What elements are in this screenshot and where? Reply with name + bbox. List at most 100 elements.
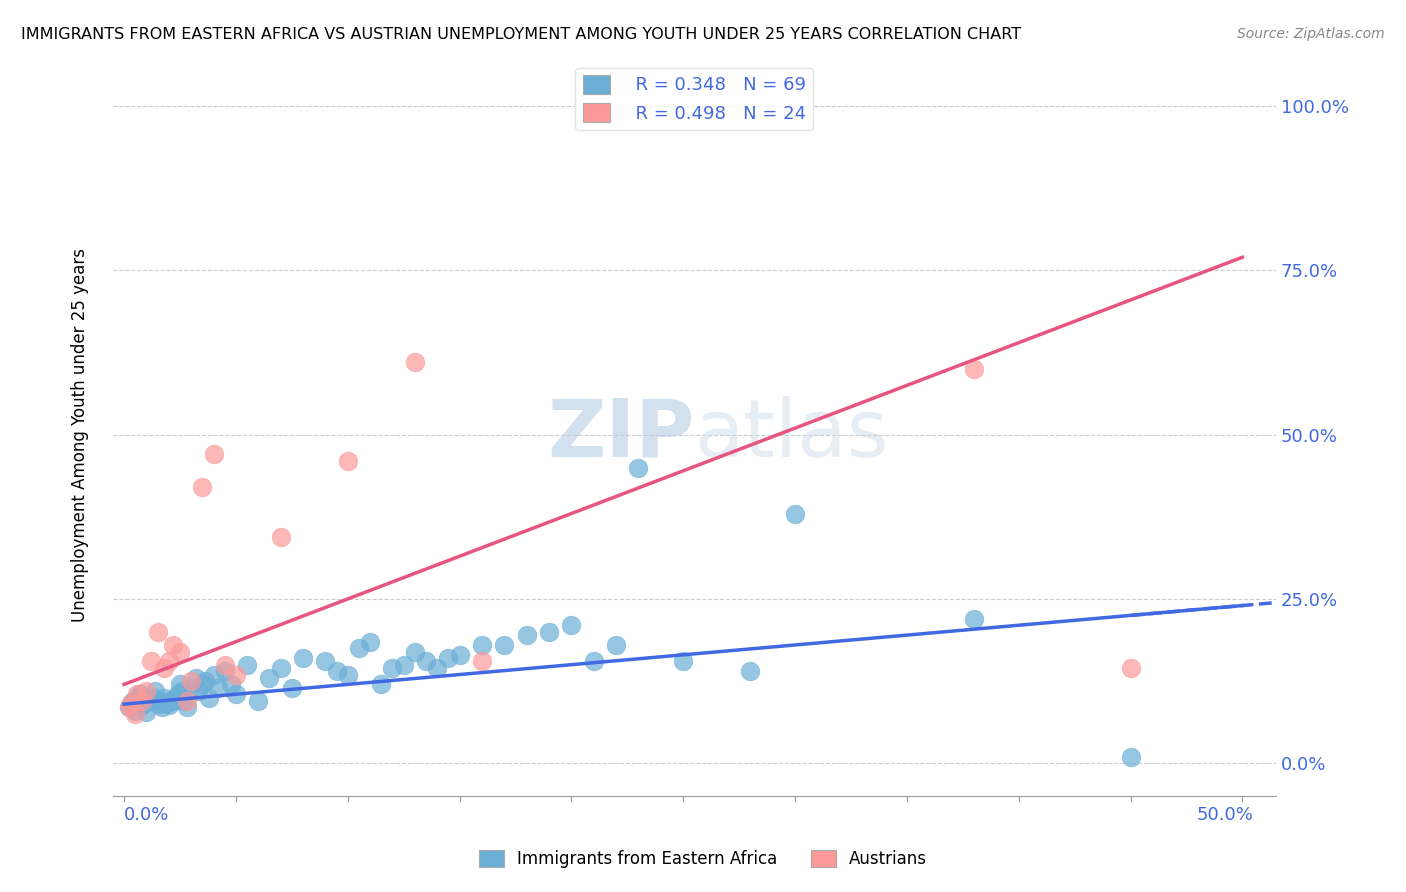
Point: [128, 687, 150, 701]
Point: [191, 677, 214, 691]
Point: [153, 661, 176, 675]
Point: [963, 612, 986, 626]
Point: [370, 677, 392, 691]
Point: [202, 447, 225, 461]
Point: [672, 654, 695, 668]
Point: [270, 661, 292, 675]
Point: [381, 661, 404, 675]
Text: 50.0%: 50.0%: [1197, 806, 1254, 824]
Point: [191, 480, 214, 494]
Point: [127, 687, 149, 701]
Point: [225, 667, 247, 681]
Point: [180, 674, 202, 689]
Point: [537, 624, 560, 639]
Point: [139, 654, 162, 668]
Point: [173, 694, 195, 708]
Point: [120, 697, 142, 711]
Point: [184, 671, 207, 685]
Point: [162, 638, 184, 652]
Point: [165, 690, 187, 705]
Point: [325, 665, 347, 679]
Point: [124, 706, 146, 721]
Point: [291, 651, 314, 665]
Point: [157, 698, 180, 713]
Point: [1119, 661, 1142, 675]
Point: [1119, 749, 1142, 764]
Point: [214, 657, 236, 672]
Point: [449, 648, 471, 662]
Point: [131, 698, 153, 713]
Point: [392, 657, 415, 672]
Point: [404, 644, 426, 658]
Point: [404, 355, 426, 369]
Point: [259, 671, 281, 685]
Point: [139, 694, 162, 708]
Point: [134, 696, 156, 710]
Point: [560, 618, 582, 632]
Point: [172, 684, 194, 698]
Text: ZIP: ZIP: [547, 396, 695, 474]
Point: [221, 677, 243, 691]
Point: [783, 507, 806, 521]
Point: [281, 681, 304, 695]
Point: [202, 667, 225, 681]
Point: [124, 704, 146, 718]
Point: [122, 694, 145, 708]
Point: [169, 677, 191, 691]
Point: [207, 681, 229, 695]
Point: [146, 624, 169, 639]
Point: [214, 665, 236, 679]
Point: [963, 362, 986, 376]
Point: [120, 696, 142, 710]
Point: [149, 694, 172, 708]
Text: Source: ZipAtlas.com: Source: ZipAtlas.com: [1237, 27, 1385, 41]
Point: [162, 694, 184, 708]
Point: [146, 697, 169, 711]
Point: [415, 654, 437, 668]
Point: [117, 700, 139, 714]
Point: [314, 654, 336, 668]
Y-axis label: Unemployment Among Youth under 25 years: Unemployment Among Youth under 25 years: [72, 248, 89, 622]
Point: [150, 700, 173, 714]
Point: [176, 700, 198, 714]
Legend: Immigrants from Eastern Africa, Austrians: Immigrants from Eastern Africa, Austrian…: [472, 843, 934, 875]
Point: [198, 690, 221, 705]
Point: [236, 657, 259, 672]
Point: [193, 674, 215, 689]
Point: [270, 529, 292, 543]
Point: [180, 681, 202, 695]
Point: [605, 638, 627, 652]
Point: [627, 460, 650, 475]
Point: [247, 694, 270, 708]
Point: [142, 690, 165, 705]
Point: [516, 628, 538, 642]
Point: [117, 700, 139, 714]
Point: [135, 684, 157, 698]
Point: [426, 661, 449, 675]
Point: [740, 665, 762, 679]
Text: atlas: atlas: [695, 396, 889, 474]
Point: [153, 690, 176, 705]
Point: [127, 690, 149, 705]
Point: [157, 654, 180, 668]
Point: [160, 694, 183, 708]
Point: [471, 654, 494, 668]
Point: [155, 696, 177, 710]
Point: [166, 687, 188, 701]
Point: [131, 694, 153, 708]
Point: [225, 687, 247, 701]
Point: [169, 644, 191, 658]
Point: [437, 651, 460, 665]
Point: [359, 634, 381, 648]
Text: IMMIGRANTS FROM EASTERN AFRICA VS AUSTRIAN UNEMPLOYMENT AMONG YOUTH UNDER 25 YEA: IMMIGRANTS FROM EASTERN AFRICA VS AUSTRI…: [21, 27, 1021, 42]
Point: [143, 684, 166, 698]
Point: [187, 684, 209, 698]
Point: [135, 705, 157, 719]
Point: [336, 454, 359, 468]
Legend:   R = 0.348   N = 69,   R = 0.498   N = 24: R = 0.348 N = 69, R = 0.498 N = 24: [575, 68, 814, 130]
Point: [582, 654, 605, 668]
Point: [471, 638, 494, 652]
Point: [336, 667, 359, 681]
Point: [347, 641, 370, 656]
Point: [494, 638, 516, 652]
